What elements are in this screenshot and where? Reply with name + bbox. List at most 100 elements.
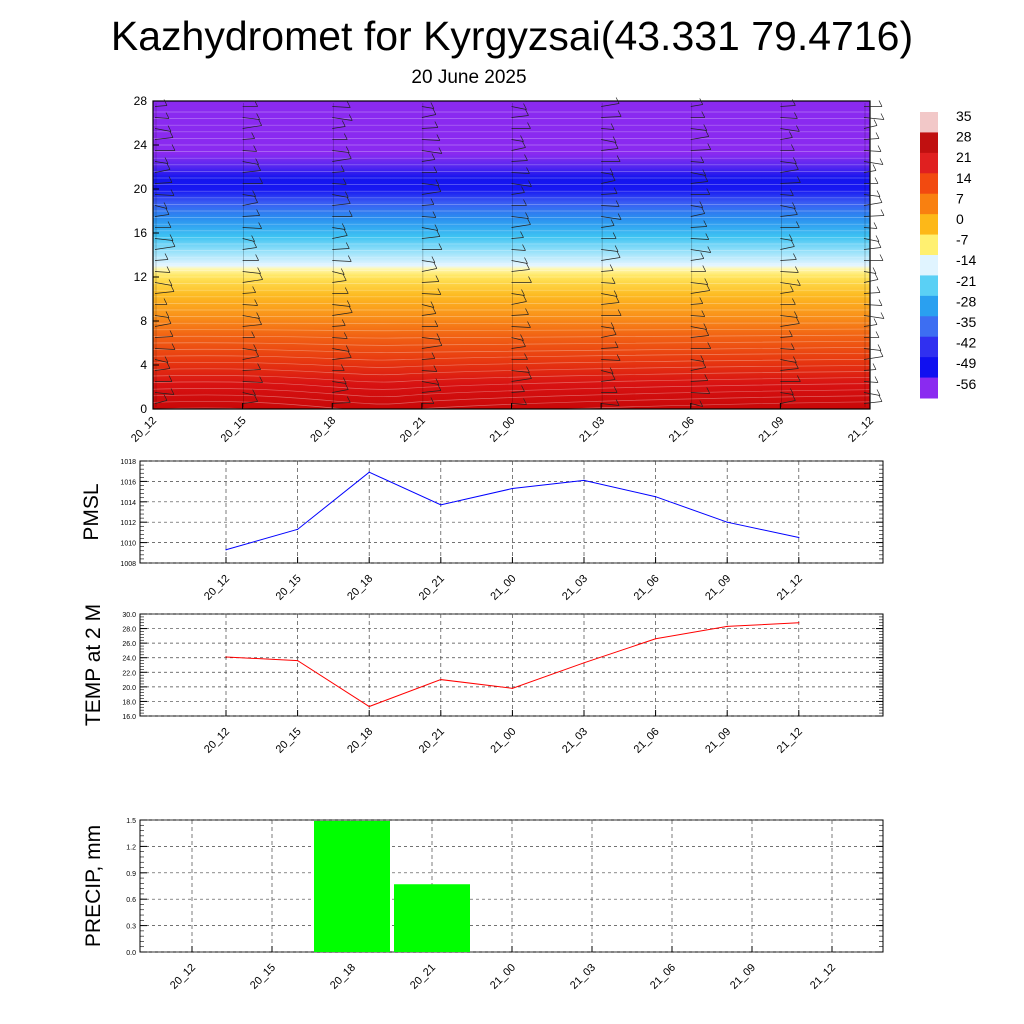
- isotherm-line: [152, 383, 871, 398]
- wind-barb: [690, 258, 704, 261]
- wind-barb: [863, 348, 882, 351]
- wind-barb-flag: [255, 158, 259, 165]
- wind-barb-flag: [170, 189, 175, 196]
- wind-barb-flag: [611, 174, 616, 181]
- wind-barb: [421, 114, 436, 118]
- wind-barb-flag: [702, 361, 707, 368]
- wind-barb: [242, 194, 256, 197]
- x-tick-label: 20_15: [248, 962, 278, 992]
- wind-barb-flag: [431, 153, 436, 160]
- wind-barb-flag: [257, 363, 261, 370]
- wind-barb: [863, 125, 878, 129]
- wind-barb-flag: [437, 288, 442, 295]
- wind-barb: [154, 259, 169, 261]
- wind-barb-flag: [434, 121, 439, 128]
- colorbar-legend: 35 28 21 14 7 0 -7 -14 -21 -28 -35 -42 -49 -56: [920, 108, 976, 399]
- wind-barb-flag: [163, 99, 168, 106]
- wind-barb: [332, 158, 352, 162]
- wind-barb-flag: [706, 284, 711, 291]
- x-tick-label: 21_03: [577, 415, 607, 445]
- wind-barb: [154, 137, 174, 140]
- colorbar-label: -28: [956, 293, 976, 309]
- wind-barb-flag: [170, 388, 175, 395]
- wind-barb-flag: [348, 210, 353, 217]
- wind-barb-flag: [258, 222, 262, 229]
- wind-barb: [780, 214, 798, 217]
- colorbar-swatch: [920, 295, 938, 317]
- wind-barb-flag: [521, 289, 525, 296]
- wind-barb: [601, 180, 616, 184]
- y-tick-label: 20: [134, 182, 148, 196]
- wind-barb: [421, 313, 436, 316]
- wind-barb: [690, 392, 710, 394]
- wind-barb-flag: [524, 154, 528, 161]
- wind-barb: [601, 334, 617, 338]
- x-tick-label: 21_06: [648, 962, 678, 992]
- wind-barb-flag: [252, 286, 256, 293]
- wind-barb: [242, 401, 258, 404]
- wind-barb-flag: [795, 362, 799, 369]
- wind-barb-flag: [163, 202, 168, 209]
- x-tick-label: 21_09: [703, 573, 733, 603]
- wind-barb: [690, 172, 706, 176]
- y-tick-label: 1018: [120, 459, 136, 466]
- wind-barb-flag: [522, 244, 526, 251]
- y-tick-label: 28.0: [122, 627, 136, 634]
- wind-barb: [780, 359, 797, 363]
- wind-barb-flag: [790, 388, 794, 395]
- wind-barb: [601, 148, 619, 151]
- wind-barb-flag: [704, 374, 709, 381]
- wind-barb-flag: [613, 187, 618, 194]
- wind-barb-flag: [609, 168, 614, 175]
- wind-barb-flag: [251, 132, 255, 139]
- x-tick-label: 20_12: [202, 726, 232, 756]
- wind-barb: [242, 238, 255, 242]
- wind-barb: [601, 326, 615, 329]
- x-tick-label: 20_18: [345, 573, 375, 603]
- wind-barb: [601, 379, 616, 382]
- wind-barb: [863, 138, 880, 140]
- wind-barb-flag: [524, 353, 528, 360]
- colorbar-label: 14: [956, 170, 972, 186]
- y-tick-label: 12: [134, 270, 148, 284]
- wind-barb: [332, 389, 349, 393]
- wind-barb: [780, 246, 795, 250]
- wind-barb-flag: [873, 222, 878, 229]
- colorbar-label: 28: [956, 129, 972, 145]
- wind-barb: [242, 125, 262, 129]
- wind-barb-flag: [792, 202, 796, 209]
- wind-barb: [154, 323, 172, 327]
- wind-barb-flag: [876, 389, 881, 396]
- wind-barb-flag: [436, 333, 441, 340]
- wind-barb: [421, 293, 441, 295]
- series-point: [798, 536, 800, 539]
- y-tick-label: 20.0: [122, 685, 136, 692]
- wind-barb: [780, 161, 797, 164]
- wind-barb-flag: [253, 241, 257, 248]
- wind-barb: [863, 356, 884, 360]
- wind-barb-flag: [878, 299, 883, 306]
- wind-barb: [511, 249, 526, 251]
- wind-barb: [511, 293, 525, 296]
- wind-barb-flag: [610, 123, 615, 130]
- wind-barb: [690, 282, 708, 285]
- wind-barb-flag: [877, 241, 882, 248]
- wind-barb-flag: [168, 375, 173, 382]
- wind-barb-flag: [527, 218, 531, 225]
- wind-barb: [154, 359, 169, 363]
- wind-barb: [421, 227, 438, 231]
- wind-barb: [154, 246, 176, 250]
- series-point: [655, 496, 657, 498]
- colorbar-label: -14: [956, 252, 976, 268]
- y-tick-label: 1.5: [126, 818, 136, 825]
- wind-barb-flag: [345, 242, 350, 249]
- wind-barb-flag: [348, 114, 353, 121]
- wind-barb-flag: [432, 307, 437, 314]
- wind-barb: [601, 116, 622, 118]
- wind-barb-flag: [165, 311, 170, 318]
- wind-barb: [780, 105, 796, 107]
- series-point: [368, 471, 370, 473]
- wind-barb-flag: [252, 389, 256, 396]
- wind-barb-flag: [168, 279, 173, 286]
- wind-barb-flag: [524, 257, 528, 264]
